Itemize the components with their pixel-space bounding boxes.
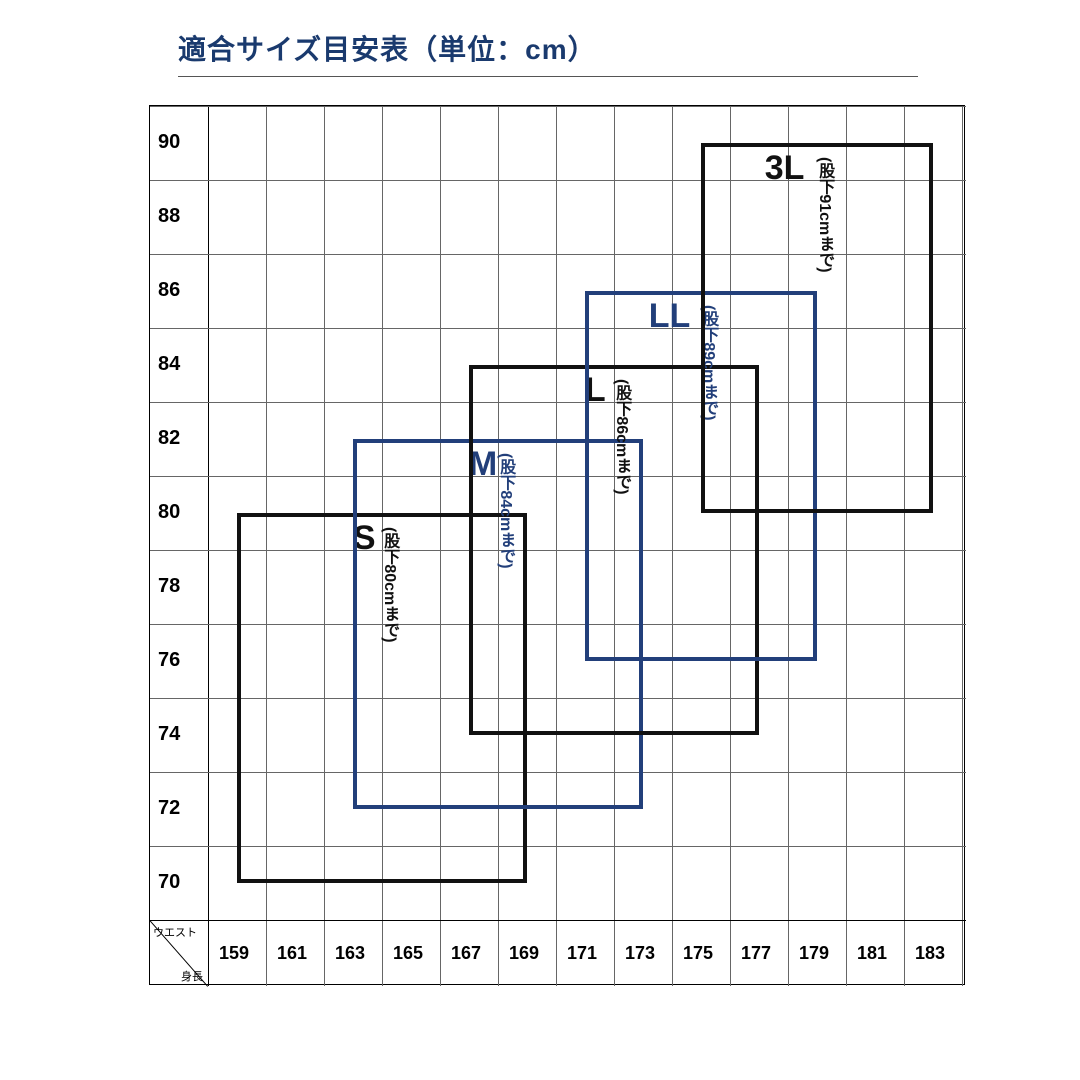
y-tick-label: 74: [158, 723, 180, 746]
grid-vline: [962, 106, 963, 986]
x-tick-label: 179: [799, 943, 829, 964]
x-tick-label: 175: [683, 943, 713, 964]
title-underline: [178, 76, 918, 77]
x-tick-label: 163: [335, 943, 365, 964]
corner-bottom-label: 身長: [181, 968, 203, 984]
y-tick-label: 70: [158, 871, 180, 894]
grid-hline: [150, 106, 966, 107]
y-tick-label: 78: [158, 575, 180, 598]
grid-vline: [208, 106, 210, 986]
y-tick-label: 76: [158, 649, 180, 672]
size-chart: 90 88 86 84 82 80 78 76 74 72 70 159 161 163 165 167 169…: [149, 105, 965, 985]
y-tick-label: 84: [158, 353, 180, 376]
y-tick-label: 88: [158, 205, 180, 228]
y-tick-label: 72: [158, 797, 180, 820]
y-tick-label: 86: [158, 279, 180, 302]
grid-hline: [150, 920, 966, 922]
y-tick-label: 90: [158, 131, 180, 154]
x-tick-label: 181: [857, 943, 887, 964]
page-title: 適合サイズ目安表（単位：cm）: [178, 28, 918, 68]
x-tick-label: 183: [915, 943, 945, 964]
y-tick-label: 80: [158, 501, 180, 524]
x-tick-label: 173: [625, 943, 655, 964]
size-note-3L: (股下91cmまで): [815, 157, 834, 273]
x-tick-label: 165: [393, 943, 423, 964]
corner-top-label: ウエスト: [153, 924, 197, 940]
x-tick-label: 171: [567, 943, 597, 964]
x-tick-label: 159: [219, 943, 249, 964]
size-label-LL: LL: [649, 299, 691, 333]
y-tick-label: 82: [158, 427, 180, 450]
size-label-3L: 3L: [765, 151, 805, 185]
x-tick-label: 177: [741, 943, 771, 964]
x-tick-label: 169: [509, 943, 539, 964]
x-tick-label: 167: [451, 943, 481, 964]
x-tick-label: 161: [277, 943, 307, 964]
